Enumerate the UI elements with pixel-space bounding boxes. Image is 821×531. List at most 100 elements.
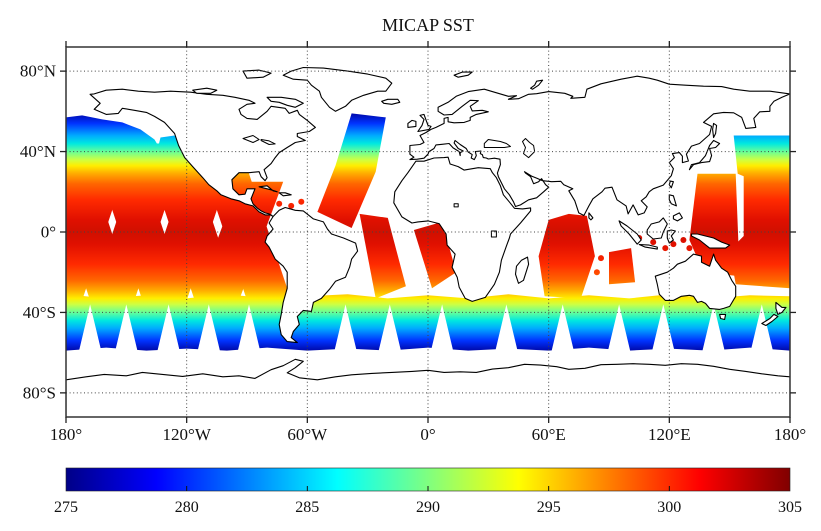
sst-swath-indian-main: [538, 213, 595, 299]
landmass-luzon: [668, 194, 677, 207]
sst-spot: [762, 277, 769, 284]
sst-swath-west-pacific-col1: [689, 173, 740, 277]
sst-spot: [748, 253, 755, 260]
landmass-japan: [688, 139, 721, 171]
x-tick-label: 60°W: [287, 425, 328, 444]
x-tick-label: 0°: [420, 425, 435, 444]
sst-swath-indian-east: [609, 248, 636, 285]
sst-swath-south-atlantic-left: [359, 213, 406, 299]
landmass-mindanao: [672, 212, 683, 222]
swath-gap: [701, 304, 726, 355]
landmass-iceland: [381, 98, 401, 105]
swath-gap: [651, 304, 676, 355]
landmass-sumatra: [618, 220, 642, 245]
y-tick-label: 0°: [41, 223, 56, 242]
water-great-lakes-east: [260, 139, 276, 145]
swath-gap: [78, 304, 103, 355]
y-tick-label: 80°N: [20, 62, 56, 81]
swath-gap: [196, 304, 221, 355]
swath-gap: [333, 304, 358, 355]
swath-gap: [156, 304, 181, 355]
landmass-java: [638, 243, 658, 250]
landmass-africa: [393, 156, 532, 302]
x-tick-label: 120°E: [648, 425, 691, 444]
sst-spot: [730, 257, 737, 264]
landmass-cuba: [258, 185, 278, 193]
y-tick-label: 40°S: [23, 303, 56, 322]
landmass-great-britain: [417, 113, 432, 133]
y-tick-label: 80°S: [23, 383, 56, 402]
landmass-new-zealand-south: [761, 313, 779, 327]
sst-spot: [264, 204, 271, 211]
colorbar-tick-label: 275: [54, 499, 78, 516]
landmass-australia: [654, 253, 737, 310]
landmass-baffin-island: [266, 96, 304, 108]
swath-gap: [749, 304, 774, 355]
landmass-sulawesi: [666, 229, 676, 244]
axes-frame-layer: [60, 41, 796, 423]
coastline-layer: [66, 66, 790, 417]
x-tick-label: 60°E: [532, 425, 566, 444]
colorbar-tick-label: 280: [175, 499, 199, 516]
sst-spot: [670, 241, 677, 248]
water-great-lakes-west: [242, 135, 260, 143]
landmass-sakhalin: [712, 122, 718, 139]
colorbar-tick-label: 305: [778, 499, 802, 516]
colorbar-tick-label: 290: [416, 499, 440, 516]
colorbar-tick-label: 300: [657, 499, 681, 516]
sst-spot: [650, 239, 657, 246]
landmass-antarctica: [66, 358, 790, 417]
landmass-sri-lanka: [588, 212, 594, 221]
landmass-north-america: [89, 88, 316, 218]
landmass-novaya-zemlya: [530, 79, 544, 90]
sst-spot: [662, 245, 669, 252]
sst-swath-north-atlantic: [317, 113, 386, 228]
water-lake-chad: [453, 203, 459, 208]
swath-gap: [114, 304, 139, 355]
landmass-victoria-island: [192, 87, 218, 94]
swath-gap: [550, 304, 575, 355]
x-tick-label: 120°W: [163, 425, 212, 444]
sst-spot: [598, 255, 604, 262]
y-tick-label: 40°N: [20, 142, 56, 161]
landmass-taiwan: [668, 180, 674, 189]
sst-spot: [616, 265, 623, 272]
swath-gap: [236, 304, 262, 355]
x-axis-labels: 180° 120°W 60°W 0° 60°E 120°E 180°: [50, 425, 806, 444]
sst-swath-west-pacific-col2: [729, 175, 790, 289]
chart-title: MICAP SST: [382, 15, 474, 35]
colorbar-tick-label: 295: [537, 499, 561, 516]
colorbar-tick-label: 285: [295, 499, 319, 516]
landmass-ireland: [407, 119, 417, 128]
x-tick-label: 180°: [50, 425, 82, 444]
water-lake-victoria: [490, 230, 497, 238]
gridline-layer: [66, 47, 790, 417]
swath-gap: [377, 304, 402, 355]
landmass-new-zealand-north: [775, 301, 787, 315]
landmass-madagascar: [514, 256, 530, 284]
sst-spot: [593, 269, 600, 276]
swath-gap: [494, 304, 519, 355]
landmass-eurasia: [409, 75, 790, 217]
landmass-ellesmere-island: [242, 69, 272, 79]
sst-spot: [288, 202, 295, 209]
landmass-svalbard: [453, 71, 473, 78]
swath-gap: [430, 304, 455, 355]
landmass-borneo: [646, 217, 668, 240]
sst-spot: [736, 271, 743, 278]
sst-spot: [680, 237, 687, 243]
sst-swath-west-pacific-north: [733, 135, 790, 184]
water-black-sea: [483, 139, 511, 148]
sst-swath-layer: [66, 113, 790, 355]
landmass-hispaniola: [278, 192, 292, 197]
sst-spot: [694, 243, 701, 250]
y-axis-labels: 80°N 40°N 0° 40°S 80°S: [20, 62, 56, 403]
sst-spot: [624, 253, 631, 260]
sst-spot: [752, 269, 759, 276]
sst-spot: [686, 245, 693, 252]
landmass-greenland: [282, 66, 393, 112]
sst-swath-south-atlantic-right: [413, 221, 457, 289]
landmass-new-guinea: [690, 233, 731, 249]
